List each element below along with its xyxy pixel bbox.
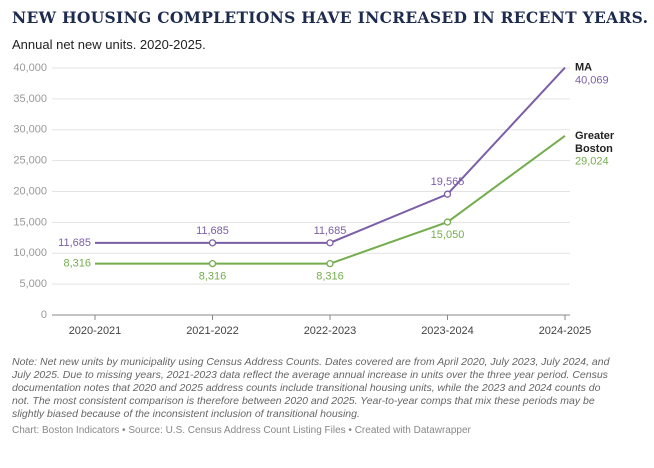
value-label: 11,685 — [58, 237, 91, 249]
series-label: Greater Boston — [575, 130, 615, 155]
chart-source: Chart: Boston Indicators • Source: U.S. … — [12, 425, 471, 436]
x-tick-label: 2020-2021 — [69, 325, 122, 337]
value-label: 11,685 — [196, 225, 229, 237]
point — [208, 259, 217, 268]
series-label: MA — [575, 61, 592, 73]
value-label: 29,024 — [575, 156, 609, 168]
y-tick-label: 0 — [41, 309, 47, 321]
value-label: 8,316 — [199, 271, 227, 283]
chart-note: Note: Net new units by municipality usin… — [12, 356, 610, 420]
value-label: 8,316 — [63, 258, 91, 270]
x-tick-label: 2023-2024 — [421, 325, 474, 337]
chart-title: NEW HOUSING COMPLETIONS HAVE INCREASED I… — [12, 8, 649, 27]
x-tick-label: 2022-2023 — [304, 325, 357, 337]
series-label-line: Boston — [575, 143, 613, 155]
value-label: 40,069 — [575, 74, 609, 86]
value-label: 19,565 — [431, 176, 465, 188]
point — [443, 190, 452, 198]
value-label: 15,050 — [431, 229, 465, 241]
chart: 0 5,000 10,000 15,000 20,000 25,000 30,000 35,0… — [13, 61, 615, 337]
point — [326, 239, 334, 247]
point — [443, 218, 452, 226]
x-tick-label: 2024-2025 — [539, 325, 592, 337]
value-label: 11,685 — [314, 225, 347, 237]
value-label: 8,316 — [316, 271, 344, 283]
y-tick-label: 10,000 — [13, 247, 47, 259]
series-label-line: Greater — [575, 130, 615, 142]
y-tick-label: 30,000 — [13, 124, 47, 136]
point — [208, 239, 217, 247]
y-tick-label: 40,000 — [13, 62, 47, 74]
y-tick-label: 35,000 — [13, 93, 47, 105]
y-tick-label: 20,000 — [13, 185, 47, 197]
y-tick-label: 5,000 — [19, 278, 47, 290]
x-tick-label: 2021-2022 — [186, 325, 239, 337]
chart-subtitle: Annual net new units. 2020-2025. — [12, 37, 206, 52]
point — [326, 259, 334, 268]
y-tick-label: 25,000 — [13, 155, 47, 167]
line — [95, 66, 566, 244]
y-tick-label: 15,000 — [13, 216, 47, 228]
